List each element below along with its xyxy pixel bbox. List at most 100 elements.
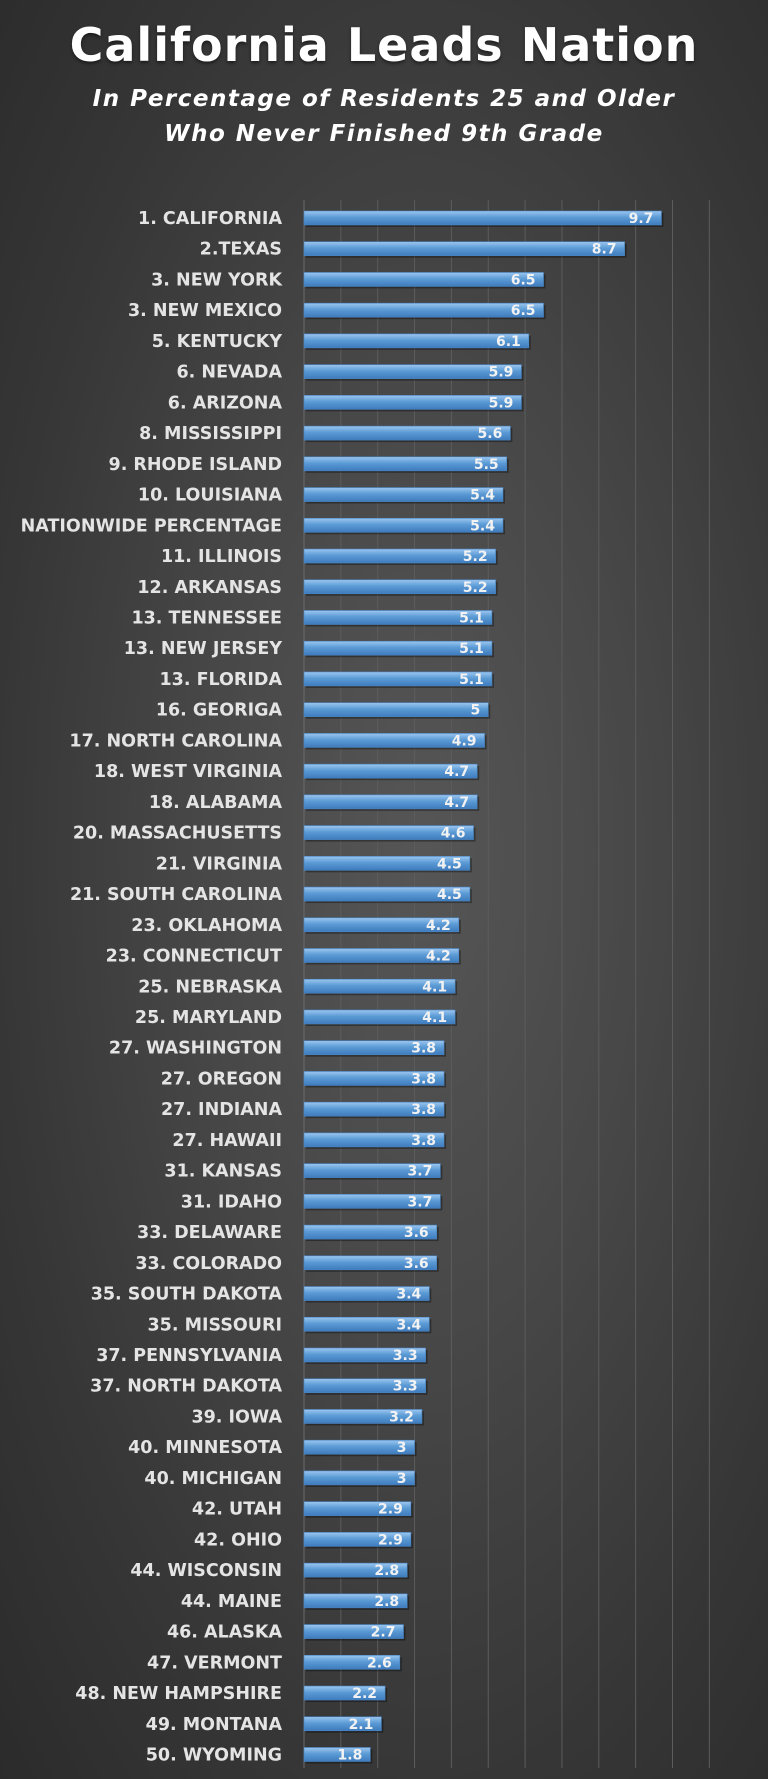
bar (303, 1716, 382, 1732)
bar (303, 1501, 412, 1516)
data-label: 2.8 (374, 1563, 399, 1579)
category-label: 13. FLORIDA (159, 670, 282, 690)
category-label: 44. MAINE (181, 1592, 282, 1612)
bar (303, 948, 460, 963)
bar (303, 1040, 445, 1056)
bar (303, 856, 471, 871)
bar (303, 1439, 415, 1455)
category-label: 13. NEW JERSEY (124, 639, 283, 659)
data-label: 5.2 (463, 549, 488, 565)
data-label: 4.9 (452, 733, 477, 749)
category-label: 46. ALASKA (167, 1623, 282, 1643)
data-label: 5.4 (470, 488, 495, 504)
data-label: 6.1 (496, 334, 521, 350)
category-label: 6. NEVADA (177, 363, 283, 383)
category-label: 5. KENTUCKY (152, 332, 283, 352)
data-label: 3.8 (411, 1041, 436, 1057)
bar (303, 210, 662, 226)
data-label: 2.9 (378, 1532, 403, 1548)
data-label: 2.1 (349, 1717, 374, 1733)
category-label: 27. INDIANA (161, 1100, 282, 1120)
category-label: 18. ALABAMA (149, 793, 283, 813)
data-label: 3.3 (393, 1348, 418, 1364)
data-label: 2.9 (378, 1502, 403, 1518)
data-label: 3.6 (404, 1256, 429, 1272)
bar (303, 1685, 386, 1701)
bar (303, 579, 496, 595)
bar (303, 425, 511, 441)
data-label: 3 (397, 1471, 407, 1487)
bar (303, 1316, 430, 1332)
bar (303, 1194, 441, 1209)
category-label: 1. CALIFORNIA (138, 209, 282, 229)
data-label: 4.5 (437, 887, 462, 903)
data-label: 5.6 (478, 426, 503, 442)
bars (303, 210, 664, 1764)
category-label: 40. MICHIGAN (144, 1469, 282, 1489)
data-label: 4.6 (441, 826, 466, 842)
data-label: 3.8 (411, 1071, 436, 1087)
category-label: 49. MONTANA (146, 1715, 283, 1735)
bar (303, 640, 493, 656)
data-label: 4.2 (426, 918, 451, 934)
data-label: 2.8 (374, 1594, 399, 1610)
data-label: 5.9 (489, 395, 514, 411)
bar (303, 1255, 437, 1271)
category-label: 21. VIRGINIA (156, 854, 283, 874)
data-label: 2.2 (352, 1686, 377, 1702)
bar (303, 825, 474, 840)
chart-title: California Leads Nation (69, 18, 699, 72)
data-label: 3.8 (411, 1133, 436, 1149)
data-label: 5.5 (474, 457, 499, 473)
data-label: 2.7 (371, 1625, 396, 1641)
data-label: 4.7 (444, 764, 469, 780)
bar (303, 1071, 445, 1086)
category-label: 16. GEORIGA (156, 701, 283, 721)
category-label: 50. WYOMING (146, 1746, 282, 1766)
data-label: 5.9 (489, 365, 514, 381)
bar (303, 886, 471, 902)
bar (303, 1655, 401, 1670)
bar (303, 456, 507, 472)
data-label: 4.1 (422, 1010, 447, 1026)
category-label: 35. SOUTH DAKOTA (91, 1285, 283, 1305)
data-label: 3.4 (396, 1287, 421, 1303)
bar (303, 1470, 415, 1486)
bar (303, 671, 493, 687)
category-label: 33. DELAWARE (137, 1223, 282, 1243)
bar (303, 1101, 445, 1117)
category-label: 3. NEW YORK (151, 270, 283, 290)
bar (303, 241, 625, 257)
category-labels: 1. CALIFORNIA 2.TEXAS 3. NEW YORK 3. NEW ME… (21, 209, 284, 1766)
bar (303, 1532, 412, 1547)
data-label: 4.7 (444, 795, 469, 811)
category-label: 25. MARYLAND (135, 1008, 282, 1028)
data-label: 1.8 (338, 1748, 363, 1764)
bar (303, 702, 489, 717)
data-label: 5.1 (459, 610, 484, 626)
data-label: 2.6 (367, 1655, 392, 1671)
bar (303, 272, 544, 287)
category-label: 37. NORTH DAKOTA (90, 1377, 282, 1397)
bar (303, 1224, 437, 1240)
data-label: 5.4 (470, 518, 495, 534)
category-label: 23. CONNECTICUT (106, 947, 282, 967)
category-label: 37. PENNSYLVANIA (96, 1346, 282, 1366)
category-label: 31. IDAHO (181, 1192, 282, 1212)
bar (303, 1593, 408, 1609)
data-label: 3 (397, 1440, 407, 1456)
category-label: 40. MINNESOTA (128, 1438, 282, 1458)
bar (303, 1378, 426, 1394)
category-label: 9. RHODE ISLAND (109, 455, 282, 475)
category-label: 8. MISSISSIPPI (139, 424, 282, 444)
data-label: 3.6 (404, 1225, 429, 1241)
category-label: 42. OHIO (194, 1530, 282, 1550)
category-label: 47. VERMONT (147, 1653, 282, 1673)
category-label: 21. SOUTH CAROLINA (70, 885, 283, 905)
data-label: 5.1 (459, 641, 484, 657)
bar (303, 395, 522, 410)
category-label: 10. LOUISIANA (138, 486, 283, 506)
data-label: 5.2 (463, 580, 488, 596)
category-label: 18. WEST VIRGINIA (94, 762, 283, 782)
